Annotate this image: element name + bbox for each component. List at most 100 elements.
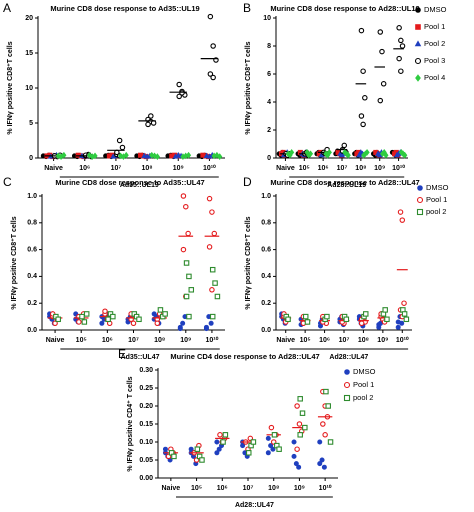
- y-tick-label: 0.2: [27, 300, 37, 307]
- x-tick-label: Naive: [162, 485, 181, 492]
- legend-label: Pool 1: [426, 195, 447, 204]
- y-tick-label: 0.4: [27, 273, 37, 280]
- data-point: [183, 260, 190, 266]
- y-tick-label: 5: [29, 120, 33, 127]
- y-tick-label: 0.0: [27, 327, 37, 334]
- data-point: [209, 209, 215, 215]
- legend-label: Pool 1: [353, 380, 374, 389]
- data-point: [395, 319, 401, 325]
- data-point: [145, 121, 151, 128]
- data-point: [99, 320, 105, 326]
- data-point: [296, 421, 303, 427]
- data-point: [268, 443, 274, 449]
- data-point: [270, 446, 276, 452]
- data-point: [291, 439, 297, 445]
- data-point: [296, 464, 302, 470]
- data-point: [199, 457, 205, 463]
- data-point: [304, 319, 311, 325]
- x-group-label: Ad35::UL47: [121, 354, 160, 361]
- data-point: [299, 410, 306, 416]
- data-point: [397, 209, 404, 215]
- data-point: [317, 461, 323, 467]
- data-point: [217, 432, 223, 438]
- y-tick-label: 0.8: [27, 220, 37, 227]
- data-point: [398, 68, 404, 74]
- data-point: [176, 93, 182, 100]
- data-point: [214, 450, 220, 456]
- x-tick-label: 10⁶: [79, 165, 90, 172]
- data-point: [320, 421, 326, 427]
- chart-title: Murine CD8 dose response to Ad35::UL19: [50, 4, 199, 13]
- y-tick-label: 0.8: [261, 220, 271, 227]
- data-point: [209, 266, 216, 273]
- data-point: [52, 320, 58, 327]
- data-point: [83, 311, 90, 317]
- data-point: [297, 396, 303, 402]
- data-point: [302, 313, 309, 320]
- data-point: [102, 308, 108, 314]
- data-point: [265, 435, 271, 441]
- x-tick-label: 10¹⁰: [203, 164, 216, 172]
- data-point: [203, 326, 209, 332]
- panel-letter: A: [3, 1, 11, 15]
- x-tick-label: 10⁸: [355, 165, 366, 172]
- y-tick-label: 0.0: [261, 327, 271, 334]
- x-group-label: Ad28::UL19: [327, 182, 366, 189]
- data-point: [171, 453, 177, 460]
- x-tick-label: 10⁸: [268, 485, 279, 492]
- legend-label: pool 2: [353, 393, 373, 402]
- legend-marker: [417, 185, 423, 191]
- data-point: [188, 287, 195, 293]
- data-point: [180, 246, 187, 253]
- y-tick-label: 4: [267, 99, 271, 106]
- data-point: [154, 153, 160, 160]
- data-point: [401, 311, 408, 317]
- data-point: [383, 151, 389, 159]
- data-point: [360, 121, 366, 128]
- x-tick-label: 10⁹: [374, 165, 385, 172]
- y-axis-label: % IFNγ positive CD8⁺T cells: [245, 41, 252, 134]
- x-tick-label: 10⁶: [318, 165, 329, 172]
- legend-marker: [415, 24, 421, 30]
- data-point: [364, 149, 370, 156]
- data-point: [271, 432, 278, 438]
- legend-label: pool 2: [426, 207, 446, 216]
- data-point: [291, 453, 297, 459]
- x-tick-label: 10⁵: [191, 485, 202, 492]
- data-point: [61, 151, 67, 159]
- y-tick-label: 0: [267, 155, 271, 162]
- data-point: [148, 113, 154, 119]
- y-tick-label: 0.6: [27, 246, 37, 253]
- data-point: [322, 432, 328, 438]
- data-point: [183, 203, 189, 210]
- data-point: [297, 432, 303, 438]
- panel-letter: B: [243, 1, 251, 15]
- data-point: [276, 446, 282, 452]
- x-tick-label: 10¹⁰: [205, 336, 218, 344]
- data-point: [162, 311, 168, 317]
- x-tick-label: 10¹⁰: [396, 336, 409, 344]
- data-point: [180, 320, 186, 326]
- data-point: [209, 313, 216, 320]
- chart-title: Murine CD4 dose response to Ad28::UL47: [170, 352, 319, 361]
- data-point: [185, 230, 191, 237]
- legend-marker: [414, 40, 422, 47]
- chart-title: Murine CD8 dose response to Ad35::UL47: [55, 178, 204, 187]
- x-tick-label: 10⁸: [358, 337, 369, 344]
- data-point: [110, 313, 116, 320]
- legend-label: Pool 1: [424, 22, 445, 31]
- legend-marker: [416, 196, 424, 204]
- x-tick-label: 10¹⁰: [392, 164, 405, 172]
- data-point: [76, 319, 82, 325]
- x-tick-label: Naive: [46, 337, 65, 344]
- x-tick-label: 10¹⁰: [319, 484, 332, 492]
- legend-label: DMSO: [426, 183, 449, 192]
- x-group-label: Ad35::UL19: [120, 182, 159, 189]
- x-tick-label: 10⁹: [377, 337, 388, 344]
- x-tick-label: 10⁵: [300, 337, 311, 344]
- data-point: [343, 316, 350, 323]
- y-tick-label: 0.6: [261, 246, 271, 253]
- x-tick-label: 10⁶: [319, 337, 330, 344]
- x-tick-label: Naive: [276, 165, 295, 172]
- data-point: [362, 95, 368, 101]
